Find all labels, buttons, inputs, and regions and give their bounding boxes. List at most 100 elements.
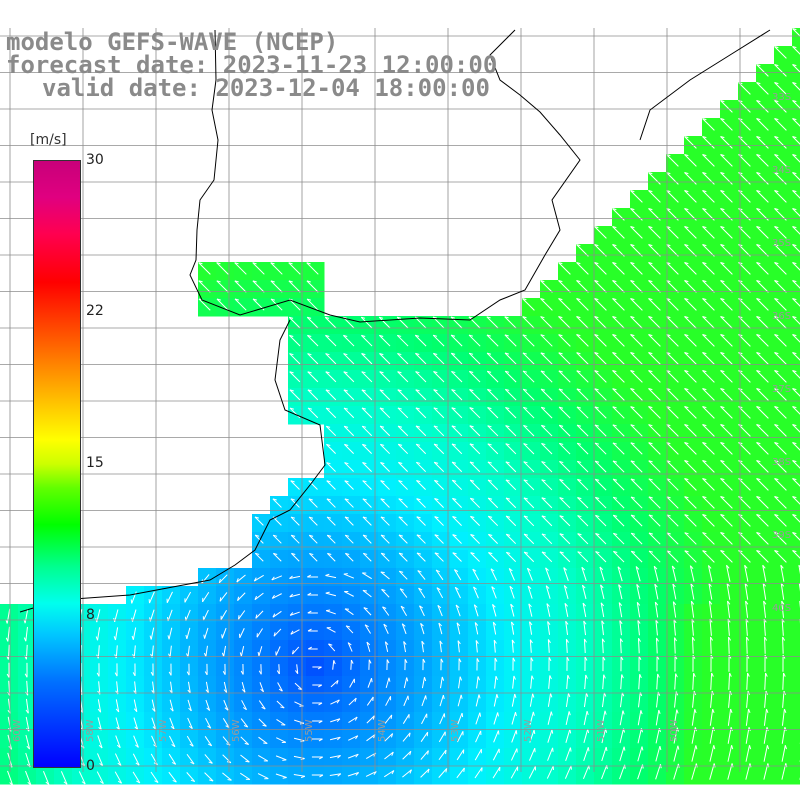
wind-arrow-head <box>630 262 635 265</box>
wind-arrow-head <box>636 584 640 588</box>
wind-arrow-head <box>5 637 9 642</box>
wind-arrow-head <box>648 532 653 535</box>
wind-arrow-head <box>792 280 797 283</box>
wind-arrow <box>792 136 800 145</box>
wind-arrow-head <box>690 600 695 605</box>
wind-arrow-head <box>385 641 389 646</box>
wind-arrow <box>594 478 607 491</box>
wind-arrow-head <box>510 603 514 608</box>
wind-arrow-head <box>621 674 624 679</box>
wind-arrow-head <box>738 334 743 337</box>
wind-arrow-head <box>97 708 102 713</box>
wind-arrow <box>504 334 517 347</box>
wind-arrow <box>720 244 733 257</box>
wind-arrow-head <box>290 480 295 483</box>
wind-arrow-head <box>131 635 134 640</box>
wind-arrow-head <box>326 498 331 501</box>
wind-arrow-head <box>756 460 761 463</box>
wind-speed-cell <box>792 424 800 443</box>
wind-speed-cell <box>792 460 800 479</box>
wind-arrow-head <box>547 639 551 644</box>
wind-arrow-head <box>792 442 797 445</box>
wind-arrow-head <box>528 603 532 608</box>
wind-arrow <box>672 583 677 600</box>
wind-arrow <box>24 608 29 624</box>
wind-arrow <box>488 552 498 562</box>
wind-arrow-head <box>689 565 694 570</box>
wind-arrow-head <box>379 371 384 374</box>
wind-arrow-head <box>702 280 707 283</box>
wind-arrow-head <box>738 190 743 193</box>
wind-arrow <box>636 602 641 618</box>
wind-speed-cell <box>792 82 800 101</box>
wind-arrow-head <box>262 724 267 727</box>
wind-arrow <box>222 718 230 728</box>
wind-arrow-head <box>149 635 152 640</box>
wind-arrow <box>529 729 535 743</box>
wind-arrow-head <box>288 262 293 265</box>
wind-arrow-head <box>272 613 276 618</box>
wind-arrow-head <box>559 424 564 427</box>
wind-arrow-head <box>458 658 462 663</box>
wind-arrow-head <box>576 262 581 265</box>
wind-arrow <box>780 583 785 600</box>
wind-arrow-head <box>577 551 582 554</box>
wind-arrow-head <box>738 82 743 85</box>
wind-arrow <box>415 371 427 383</box>
wind-arrow-head <box>792 100 797 103</box>
wind-arrow <box>469 443 481 455</box>
wind-arrow <box>558 280 571 293</box>
wind-arrow-head <box>506 533 511 536</box>
wind-arrow <box>97 735 103 749</box>
wind-arrow-head <box>774 514 779 517</box>
wind-arrow-head <box>152 726 157 730</box>
wind-arrow-head <box>655 619 659 624</box>
wind-arrow <box>511 693 516 707</box>
wind-arrow <box>308 498 318 508</box>
wind-arrow-head <box>361 371 366 374</box>
wind-arrow <box>673 637 676 654</box>
wind-arrow-head <box>792 352 797 355</box>
wind-arrow-head <box>325 591 330 594</box>
wind-arrow <box>666 316 679 329</box>
wind-arrow-head <box>470 515 475 519</box>
wind-arrow <box>511 730 517 743</box>
wind-arrow-head <box>709 618 713 623</box>
wind-arrow <box>738 262 751 275</box>
wind-arrow-head <box>187 689 191 694</box>
wind-arrow <box>792 370 800 379</box>
wind-arrow-head <box>648 316 653 319</box>
wind-arrow-head <box>774 262 779 265</box>
wind-arrow <box>630 190 643 203</box>
wind-arrow <box>234 298 247 311</box>
wind-arrow <box>475 730 482 743</box>
wind-arrow-head <box>630 298 635 301</box>
wind-arrow <box>258 718 267 727</box>
wind-arrow-head <box>783 672 786 677</box>
wind-arrow <box>774 370 787 383</box>
wind-arrow-head <box>442 695 445 700</box>
wind-arrow <box>576 460 589 473</box>
wind-arrow-head <box>648 478 653 481</box>
wind-arrow-head <box>226 743 231 746</box>
wind-arrow <box>523 443 535 455</box>
wind-arrow <box>727 727 732 744</box>
wind-arrow-head <box>612 280 617 283</box>
wind-arrow-head <box>702 442 707 445</box>
wind-arrow <box>219 592 228 602</box>
wind-arrow <box>151 717 157 730</box>
wind-arrow <box>576 244 589 257</box>
wind-arrow <box>187 645 190 658</box>
wind-arrow-head <box>344 516 350 519</box>
wind-arrow <box>402 714 410 724</box>
wind-arrow <box>792 28 800 37</box>
wind-arrow-head <box>419 605 424 609</box>
wind-arrow-head <box>523 515 528 518</box>
wind-arrow-head <box>710 636 714 641</box>
wind-arrow <box>510 621 515 635</box>
wind-arrow <box>738 334 751 347</box>
wind-arrow-head <box>702 244 707 247</box>
wind-arrow <box>635 566 641 582</box>
wind-arrow-head <box>792 334 797 337</box>
wind-arrow <box>702 352 715 365</box>
